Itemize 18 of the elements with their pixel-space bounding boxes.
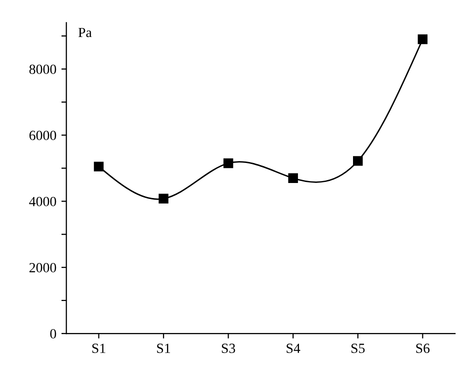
point [94, 162, 104, 172]
y-tick-label: 8000 [29, 64, 56, 74]
x-tick-label: S6 [416, 344, 430, 354]
x-tick-label: S1 [92, 344, 106, 354]
x-tick-label: S4 [286, 344, 300, 354]
x-tick-label: S1 [157, 344, 170, 354]
x-tick-label: S5 [351, 344, 365, 354]
point [418, 34, 428, 44]
y-tick-label: 2000 [29, 262, 56, 272]
y-tick-label: 0 [50, 329, 56, 338]
point [223, 158, 234, 168]
point [353, 156, 363, 166]
point [158, 194, 168, 204]
y-tick-label: 6000 [29, 130, 56, 140]
y-tick-label: 4000 [29, 196, 56, 206]
point [288, 173, 298, 183]
x-tick-label: S3 [222, 344, 236, 354]
y-axis-title: Pa [78, 28, 92, 38]
